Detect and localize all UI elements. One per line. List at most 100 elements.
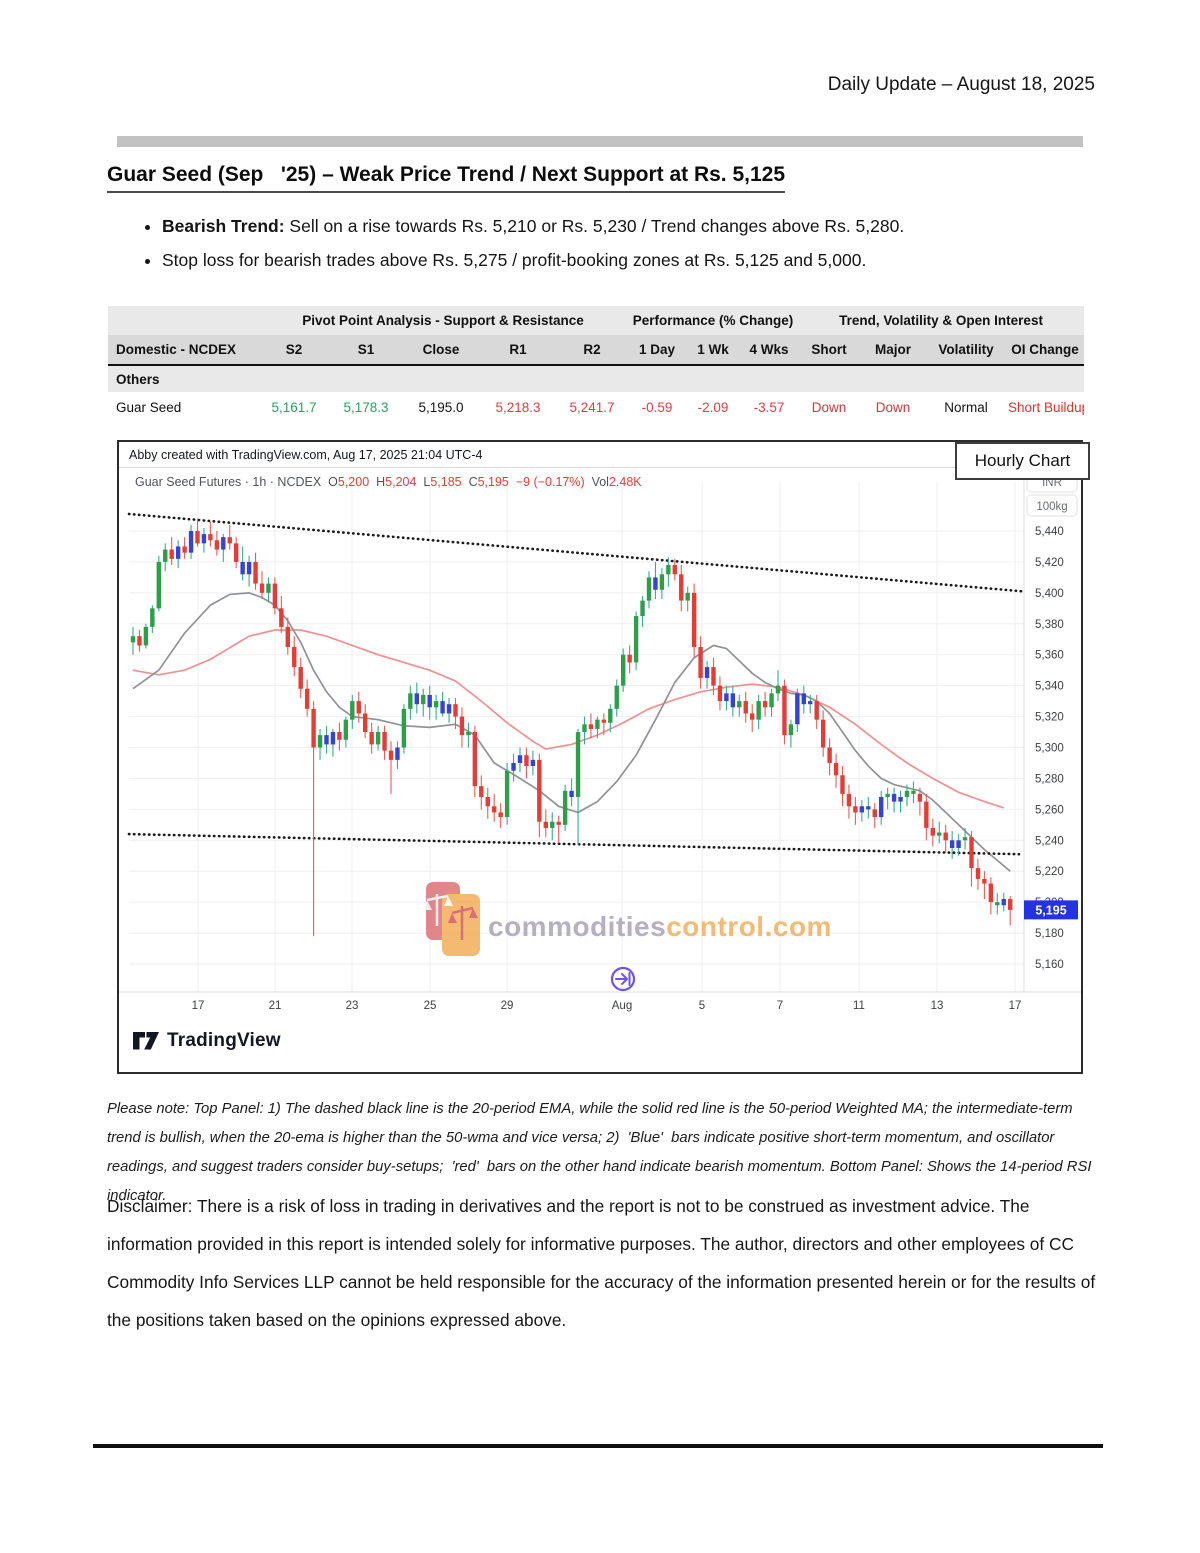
candle-body: [601, 719, 607, 723]
table-column-header: S1: [330, 335, 402, 366]
legend-change-value: −9 (−0.17%): [515, 475, 585, 489]
candle-body: [724, 693, 729, 702]
chart-credit-bar: Abby created with TradingView.com, Aug 1…: [119, 442, 1081, 468]
candle-body: [872, 809, 877, 818]
y-tick-label: 5,160: [1035, 959, 1064, 971]
candle-body: [537, 759, 542, 822]
candle-body: [427, 694, 432, 708]
candle-body: [956, 840, 961, 849]
candle-body: [208, 534, 213, 541]
upper-trendline: [127, 512, 1024, 593]
tradingview-logo: TradingView: [133, 1030, 281, 1052]
candle-body: [975, 868, 981, 879]
candle-body: [1008, 899, 1013, 910]
candle-body: [646, 577, 652, 601]
x-tick-label: 25: [424, 1000, 437, 1012]
table-group-pivot: Pivot Point Analysis - Support & Resista…: [258, 306, 629, 335]
candle-body: [221, 537, 226, 550]
candle-body: [879, 796, 884, 818]
candle-body: [666, 565, 671, 575]
candle-body: [227, 537, 232, 544]
legend-series: Guar Seed Futures · 1h · NCDEX: [135, 475, 329, 489]
candle-body: [401, 708, 407, 748]
page-title: Guar Seed (Sep '25) – Weak Price Trend /…: [107, 163, 786, 193]
table-row-name: Guar Seed: [108, 392, 258, 423]
ema20-line: [132, 592, 1011, 872]
candle-body: [143, 626, 149, 646]
candle-body: [820, 719, 826, 748]
candle-body: [769, 693, 774, 708]
candle-body: [608, 708, 613, 723]
table-cell: 5,195.0: [402, 392, 480, 423]
bullet-bearish-trend: Bearish Trend: Sell on a rise towards Rs…: [162, 216, 1112, 237]
candle-body: [375, 732, 381, 745]
candle-body: [311, 708, 316, 748]
candle-body: [569, 790, 574, 797]
disclaimer: Disclaimer: There is a risk of loss in t…: [107, 1196, 1096, 1331]
candle-body: [743, 701, 748, 714]
x-tick-label: 5: [699, 1000, 705, 1012]
candle-body: [259, 583, 265, 593]
candle-body: [762, 701, 768, 708]
candle-body: [253, 561, 258, 584]
candle-body: [891, 793, 897, 802]
y-tick-label: 5,280: [1035, 773, 1064, 785]
tradingview-logo-text: TradingView: [167, 1030, 281, 1051]
candle-body: [279, 608, 284, 627]
x-tick-label: 21: [269, 1000, 282, 1012]
candle-body: [485, 796, 490, 807]
candle-body: [511, 762, 516, 771]
candle-body: [466, 732, 471, 736]
candle-body: [698, 646, 703, 678]
candle-body: [659, 574, 665, 590]
candle-body: [188, 531, 194, 553]
candle-body: [885, 793, 890, 797]
unit-box: [1026, 494, 1078, 517]
candle-body: [866, 806, 871, 810]
candle-body: [988, 883, 994, 903]
candle-body: [640, 600, 645, 617]
table-column-header: Domestic - NCDEX: [108, 335, 258, 366]
candle-body: [175, 546, 181, 559]
table-column-header: Close: [402, 335, 480, 366]
candle-body: [788, 724, 794, 736]
hourly-chart-badge: Hourly Chart: [955, 442, 1090, 480]
candle-body: [498, 812, 503, 818]
candle-body: [582, 724, 587, 733]
candle-body: [421, 694, 426, 705]
candle-body: [621, 654, 626, 686]
table-column-header: Short: [798, 335, 861, 366]
candle-body: [588, 724, 594, 729]
legend-volume-label: Vol: [591, 475, 609, 489]
candlestick-plot: INR 100kg 5,440 5,420 5,400 5,380 5,360 5,340 5,…: [119, 468, 1081, 1012]
candle-body: [969, 837, 974, 869]
y-tick-label: 5,240: [1035, 835, 1064, 847]
footer-rule: [93, 1444, 1103, 1448]
candle-body: [343, 719, 349, 740]
unit-label: 100kg: [1036, 501, 1067, 513]
commoditiescontrol-watermark: commoditiescontrol.com: [424, 880, 832, 960]
table-group-spacer: [108, 306, 258, 335]
candle-body: [691, 592, 697, 647]
candle-body: [472, 732, 478, 787]
candle-body: [395, 747, 400, 760]
candle-body: [859, 806, 865, 813]
candle-body: [272, 583, 278, 609]
table-column-header: S2: [258, 335, 330, 366]
candle-body: [169, 549, 174, 559]
x-tick-label: 29: [501, 1000, 514, 1012]
table-cell: 5,241.7: [556, 392, 629, 423]
legend-low-label: L: [423, 475, 431, 489]
candle-body: [995, 902, 1000, 906]
table-group-trend: Trend, Volatility & Open Interest: [798, 306, 1085, 335]
candle-body: [750, 713, 755, 720]
candle-body: [388, 750, 394, 760]
candle-body: [711, 667, 716, 686]
candle-body: [704, 667, 710, 678]
chart-footnote: Please note: Top Panel: 1) The dashed bl…: [107, 1100, 1096, 1204]
legend-open-label: O: [328, 475, 338, 489]
candle-body: [808, 701, 813, 705]
candle-body: [614, 685, 619, 709]
table-column-header: Volatility: [926, 335, 1007, 366]
candle-body: [633, 616, 639, 663]
